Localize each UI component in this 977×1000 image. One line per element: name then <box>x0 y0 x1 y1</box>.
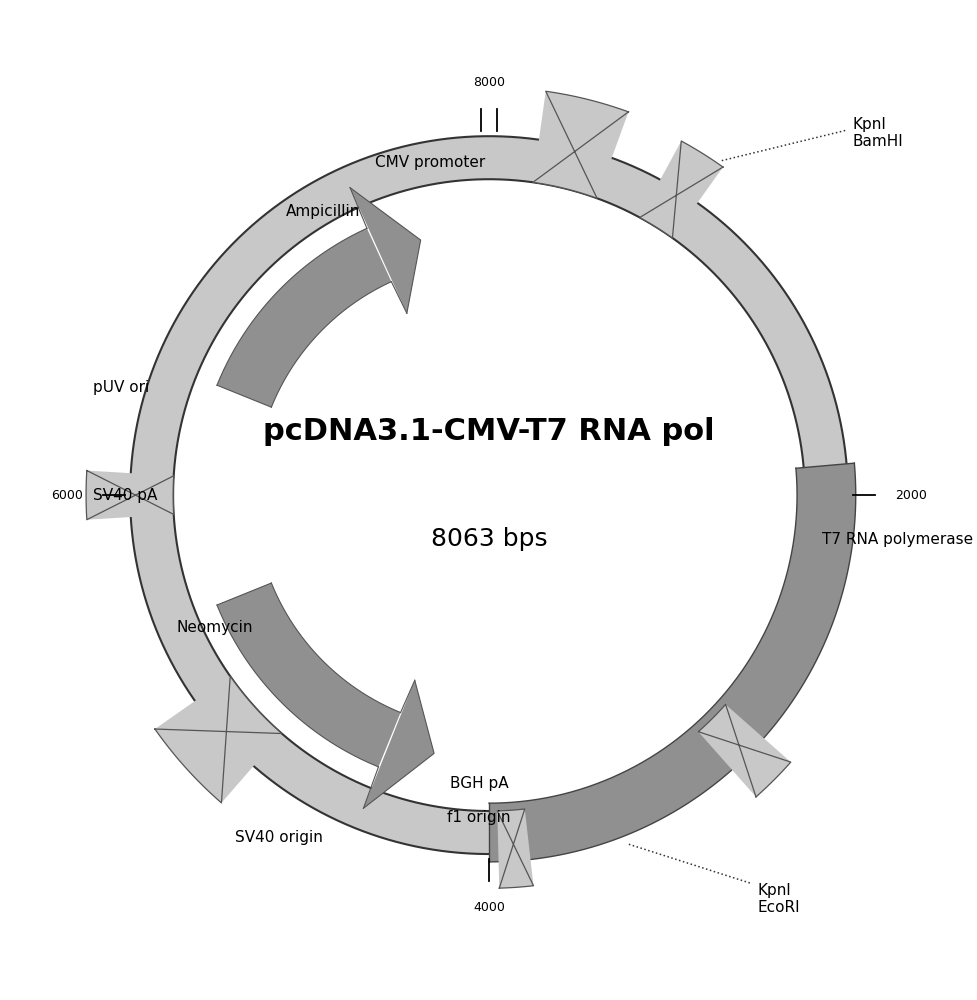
Text: 6000: 6000 <box>51 489 83 502</box>
Text: Kpnl
EcoRI: Kpnl EcoRI <box>757 883 800 915</box>
Polygon shape <box>488 463 855 862</box>
Text: f1 origin: f1 origin <box>447 810 510 825</box>
Text: 4000: 4000 <box>473 901 504 914</box>
Polygon shape <box>130 136 847 854</box>
Text: 8063 bps: 8063 bps <box>430 527 547 551</box>
Text: SV40 origin: SV40 origin <box>234 830 322 845</box>
Polygon shape <box>532 91 628 198</box>
Text: KpnI
BamHI: KpnI BamHI <box>852 117 903 149</box>
Polygon shape <box>496 809 533 888</box>
Polygon shape <box>350 188 420 313</box>
Polygon shape <box>217 228 391 407</box>
Text: pUV ori: pUV ori <box>93 380 149 395</box>
Text: Ampicillin: Ampicillin <box>285 204 360 219</box>
Polygon shape <box>86 471 174 520</box>
Polygon shape <box>154 676 281 803</box>
Text: 8000: 8000 <box>473 76 504 89</box>
Polygon shape <box>639 141 722 238</box>
Text: T7 RNA polymerase: T7 RNA polymerase <box>821 532 972 547</box>
Text: Neomycin: Neomycin <box>177 620 253 635</box>
Text: pcDNA3.1-CMV-T7 RNA pol: pcDNA3.1-CMV-T7 RNA pol <box>263 417 714 446</box>
Text: BGH pA: BGH pA <box>449 776 508 791</box>
Text: CMV promoter: CMV promoter <box>375 155 485 170</box>
Text: SV40 pA: SV40 pA <box>93 488 157 503</box>
Polygon shape <box>698 704 790 797</box>
Polygon shape <box>217 583 401 767</box>
Text: 2000: 2000 <box>894 489 926 502</box>
Polygon shape <box>363 680 434 808</box>
